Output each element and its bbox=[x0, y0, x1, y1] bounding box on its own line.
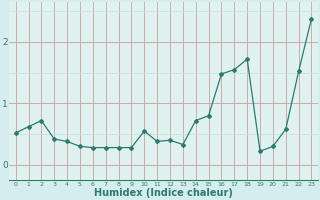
X-axis label: Humidex (Indice chaleur): Humidex (Indice chaleur) bbox=[94, 188, 233, 198]
